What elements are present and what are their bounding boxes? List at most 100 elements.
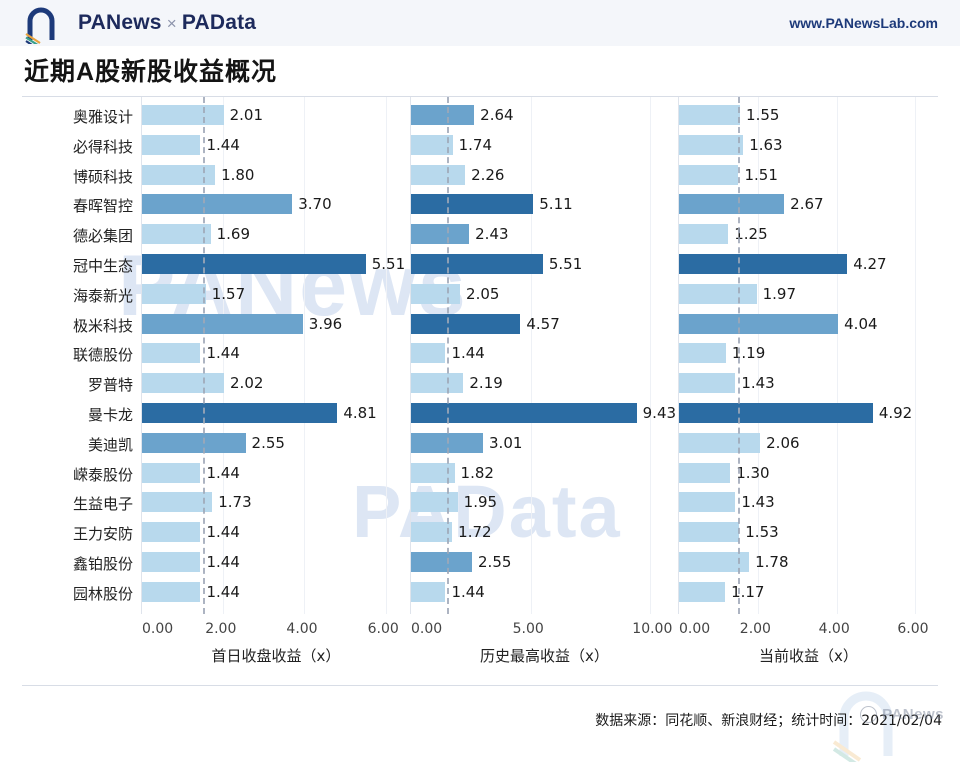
bar-value-label: 2.01 [229,106,264,124]
bar [411,105,475,125]
bar-value-label: 1.57 [211,284,246,303]
bar [142,492,213,513]
bar [411,462,455,483]
bar-value-label: 2.43 [475,225,509,244]
bar [142,581,201,602]
category-label: 德必集团 [72,227,133,246]
brand-lockup: PANews × PAData [78,11,256,35]
bar-value-label: 5.51 [371,255,406,273]
bar-value-label: 1.43 [741,374,775,393]
bar-value-label: 3.96 [308,314,343,333]
gridline [650,97,652,614]
bar-value-label: 1.17 [731,582,765,601]
bar [679,134,744,155]
bar [679,462,731,483]
axis-tick-label: 2.00 [739,621,771,637]
bar-value-label: 1.80 [221,165,255,184]
bar-value-label: 2.26 [471,165,505,184]
bar-value-label: 2.55 [478,553,512,571]
axis-tick-label: 6.00 [897,621,929,637]
bar-value-label: 2.06 [766,433,800,452]
category-label: 王力安防 [72,525,133,544]
bar-value-label: 1.69 [216,225,251,244]
gridline [915,97,917,614]
bar [142,403,338,423]
bar-value-label: 1.44 [451,344,485,363]
bar-value-label: 1.63 [749,135,783,154]
bar [142,134,201,155]
category-label: 博硕科技 [72,167,133,186]
bar-value-label: 1.44 [206,582,240,601]
axis-tick-label: 0.00 [679,621,711,637]
bar-value-label: 4.57 [526,314,560,333]
bar-value-label: 1.44 [206,344,240,363]
bar [411,343,446,364]
bar-value-label: 1.82 [460,463,494,482]
site-url[interactable]: www.PANewsLab.com [789,15,938,31]
bar [679,254,848,274]
brand-panews: PANews [78,11,162,34]
axis-title-current-return: 当前收益（x） [759,647,858,665]
bar-value-label: 5.11 [539,195,573,214]
bar-value-label: 2.55 [251,433,285,452]
reference-line [446,97,449,614]
bar-value-label: 1.78 [755,553,789,571]
category-label: 必得科技 [72,137,133,156]
category-label: 美迪凯 [87,435,133,454]
bar [142,194,293,215]
category-label: 极米科技 [72,316,133,335]
bar [411,254,543,274]
bar [411,522,453,543]
bar-value-label: 2.67 [790,195,824,214]
bar [411,164,466,185]
bar-value-label: 1.44 [206,463,240,482]
bar-value-label: 1.44 [206,553,240,571]
axis-tick-label: 0.00 [142,621,174,637]
bar [142,105,224,125]
bar-value-label: 1.53 [745,523,779,542]
category-label: 嵘泰股份 [72,465,133,484]
bar-value-label: 1.95 [463,493,498,512]
category-label: 园林股份 [72,584,133,603]
bar-value-label: 1.55 [746,106,780,124]
bar-value-label: 1.43 [741,493,775,512]
bar [679,105,741,125]
reference-line [202,97,205,614]
category-label: 海泰新光 [72,286,133,305]
bar [142,164,216,185]
bar-value-label: 1.30 [736,463,770,482]
category-label: 生益电子 [72,495,133,514]
bar [411,581,446,602]
reference-line [738,97,741,614]
bar [411,373,464,394]
bar [411,492,458,513]
category-label: 鑫铂股份 [72,555,133,573]
bar [411,224,470,245]
x-axis-historical-max: 0.00 5.00 10.00 [411,615,679,645]
bar [679,522,740,543]
bar-value-label: 4.04 [844,314,878,333]
bar-value-label: 1.51 [744,165,778,184]
bar-value-label: 1.72 [458,523,492,542]
bar-value-label: 3.70 [298,195,332,214]
axis-tick-label: 10.00 [632,621,673,637]
bar [142,224,211,245]
brand-separator: × [166,14,177,33]
bar [411,194,534,215]
bar [142,462,201,483]
bar [142,522,201,543]
source-note: 数据来源：同花顺、新浪财经；统计时间：2021/02/04 [595,713,942,729]
bar-value-label: 9.43 [642,404,677,422]
bar [411,552,473,572]
bar-value-label: 2.19 [469,374,503,393]
axis-tick-label: 5.00 [512,621,544,637]
axis-title-first-day-close: 首日收盘收益（x） [211,647,341,665]
bar [679,164,739,185]
panews-arch-logo-icon [24,6,70,50]
x-axis-first-day-close: 0.00 2.00 4.00 6.00 [142,615,410,645]
gridline [757,97,759,614]
page-title: 近期A股新股收益概况 [24,58,278,86]
bar-value-label: 1.73 [218,493,252,512]
bar-value-label: 4.81 [343,404,377,422]
bar [411,313,521,334]
